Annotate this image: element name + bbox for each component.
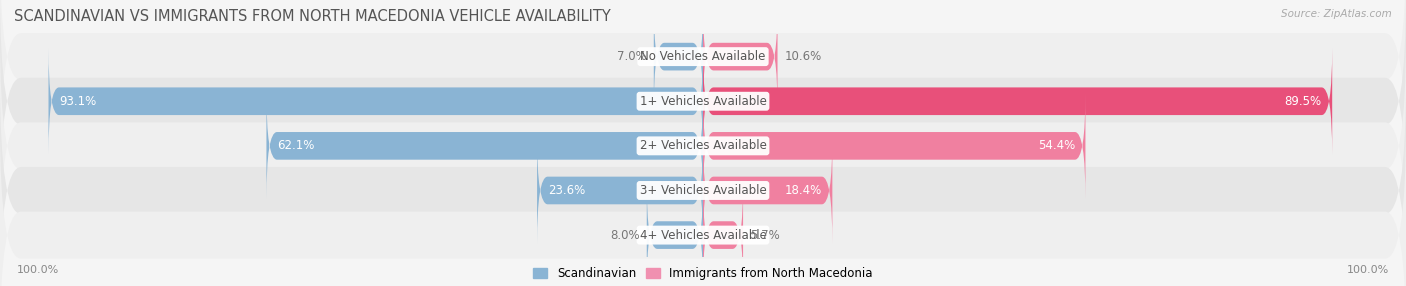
Text: 93.1%: 93.1% [59, 95, 96, 108]
Text: 5.7%: 5.7% [751, 229, 780, 242]
FancyBboxPatch shape [0, 125, 1406, 286]
FancyBboxPatch shape [49, 48, 703, 154]
Text: 10.6%: 10.6% [785, 50, 821, 63]
FancyBboxPatch shape [0, 0, 1406, 167]
FancyBboxPatch shape [703, 182, 744, 286]
Text: Source: ZipAtlas.com: Source: ZipAtlas.com [1281, 9, 1392, 19]
Text: 100.0%: 100.0% [17, 265, 59, 275]
Text: 62.1%: 62.1% [277, 139, 315, 152]
FancyBboxPatch shape [0, 35, 1406, 256]
FancyBboxPatch shape [703, 137, 832, 244]
Legend: Scandinavian, Immigrants from North Macedonia: Scandinavian, Immigrants from North Mace… [533, 267, 873, 280]
FancyBboxPatch shape [703, 3, 778, 110]
FancyBboxPatch shape [654, 3, 703, 110]
FancyBboxPatch shape [703, 93, 1085, 199]
Text: 1+ Vehicles Available: 1+ Vehicles Available [640, 95, 766, 108]
FancyBboxPatch shape [266, 93, 703, 199]
FancyBboxPatch shape [647, 182, 703, 286]
Text: 2+ Vehicles Available: 2+ Vehicles Available [640, 139, 766, 152]
Text: 7.0%: 7.0% [617, 50, 647, 63]
Text: 3+ Vehicles Available: 3+ Vehicles Available [640, 184, 766, 197]
Text: 18.4%: 18.4% [785, 184, 821, 197]
FancyBboxPatch shape [537, 137, 703, 244]
Text: 100.0%: 100.0% [1347, 265, 1389, 275]
FancyBboxPatch shape [0, 80, 1406, 286]
FancyBboxPatch shape [0, 0, 1406, 212]
Text: 89.5%: 89.5% [1285, 95, 1322, 108]
Text: 54.4%: 54.4% [1038, 139, 1074, 152]
Text: 8.0%: 8.0% [610, 229, 640, 242]
Text: 23.6%: 23.6% [547, 184, 585, 197]
Text: No Vehicles Available: No Vehicles Available [640, 50, 766, 63]
Text: SCANDINAVIAN VS IMMIGRANTS FROM NORTH MACEDONIA VEHICLE AVAILABILITY: SCANDINAVIAN VS IMMIGRANTS FROM NORTH MA… [14, 9, 610, 23]
FancyBboxPatch shape [703, 48, 1333, 154]
Text: 4+ Vehicles Available: 4+ Vehicles Available [640, 229, 766, 242]
